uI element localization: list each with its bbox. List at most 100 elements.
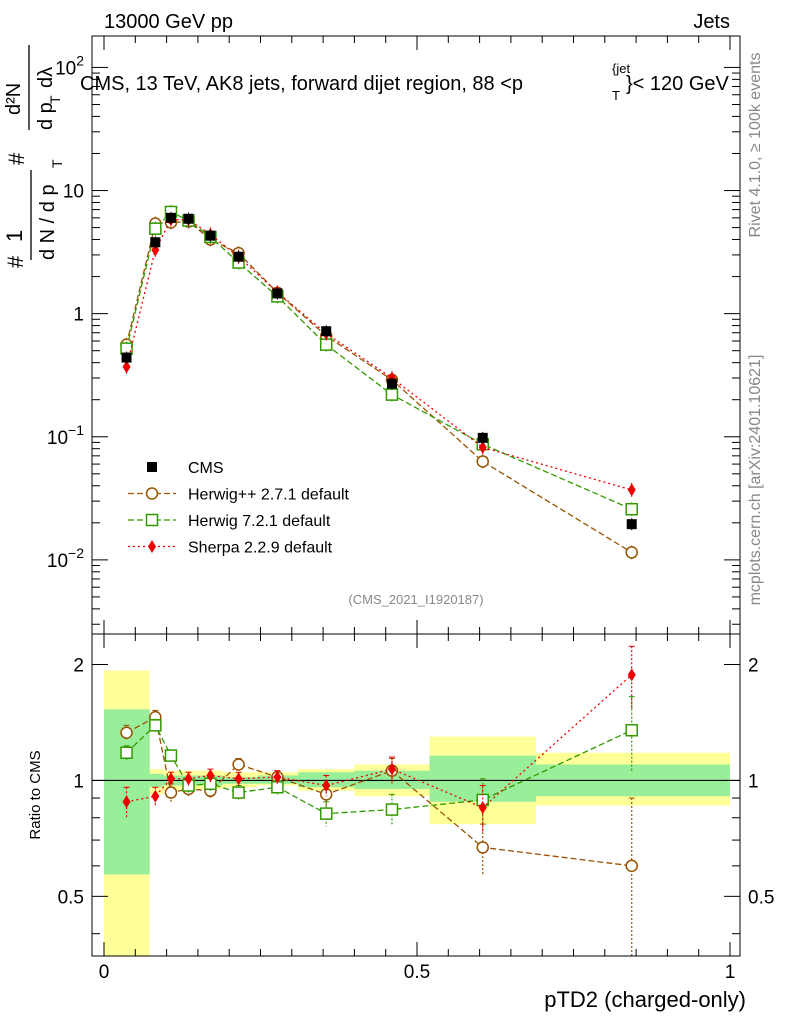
series-sherpa-2-2-9-default [122, 212, 636, 497]
data-point [477, 432, 488, 443]
ratio-point [149, 719, 162, 732]
ratio-axes: 0 0.5 1 0.5 0.5 1 1 2 2 [58, 634, 774, 983]
ratio-y-tick-label: 0.5 [58, 887, 84, 908]
ratio-point [232, 786, 245, 799]
ratio-panel: 0 0.5 1 0.5 0.5 1 1 2 2 Ratio to CMS [27, 633, 774, 983]
legend-marker [148, 540, 156, 553]
mcplots-label: mcplots.cern.ch [arXiv:2401.10621] [747, 355, 764, 606]
ratio-point [625, 723, 638, 737]
ratio-point [273, 770, 282, 784]
ratio-point [151, 789, 160, 803]
x-tick-label: 0 [99, 962, 110, 983]
series-herwig-2-7-1-default [120, 214, 638, 560]
ratio-y-tick-label-right: 2 [748, 655, 759, 676]
data-point [321, 326, 332, 337]
legend-marker [145, 487, 159, 500]
data-point [385, 388, 399, 401]
ratio-point [322, 779, 331, 793]
ratio-point [234, 772, 243, 786]
ratio-point [319, 807, 333, 820]
legend-marker [145, 513, 159, 527]
ratio-point [232, 758, 245, 771]
data-point [625, 502, 638, 516]
data-point [183, 213, 194, 224]
data-point [122, 360, 131, 374]
ratio-point [476, 841, 489, 854]
analysis-watermark: (CMS_2021_I1920187) [348, 592, 483, 607]
ratio-y-tick-label-right: 0.5 [748, 887, 774, 908]
ratio-point [385, 803, 399, 816]
data-point [272, 288, 283, 299]
ratio-point [164, 749, 178, 762]
legend-label: Herwig++ 2.7.1 default [188, 487, 350, 504]
main-axes: 10−2 10−1 1 10 102 [47, 36, 740, 634]
y-label-dn-denom: d N / d p [37, 184, 59, 260]
ratio-y-tick-label: 2 [73, 655, 84, 676]
ratio-frame [91, 633, 741, 957]
series-line [125, 219, 632, 491]
ratio-series-sherpa-2-2-9-default [122, 645, 636, 834]
ratio-line [126, 716, 632, 867]
main-plot-area [120, 204, 638, 560]
legend-marker [147, 462, 157, 472]
data-point [478, 440, 487, 454]
data-point [627, 483, 636, 497]
ratio-point [184, 772, 193, 786]
ratio-plot-area [92, 645, 740, 956]
ratio-y-tick-label: 1 [73, 771, 84, 792]
y-label-hash: # [3, 255, 28, 268]
uncertainty-bands [104, 670, 730, 956]
plot-title-sup: {jet [612, 61, 630, 76]
legend-label: CMS [188, 460, 224, 477]
data-point [121, 352, 132, 363]
plot-title-sub: T [612, 88, 620, 103]
ratio-point [206, 768, 215, 782]
ratio-point [625, 859, 638, 873]
data-point [205, 230, 216, 241]
ratio-series-herwig-2-7-1-default [120, 709, 638, 956]
y-label-one: 1 [2, 230, 27, 242]
y-label-t-sub: T [49, 159, 65, 168]
ratio-point [122, 795, 131, 809]
plot-title-a: CMS, 13 TeV, AK8 jets, forward dijet reg… [80, 73, 523, 95]
main-y-label: # 1 d N / d p T # d²N d p T dλ [2, 45, 65, 268]
x-axis-label: pTD2 (charged-only) [544, 987, 746, 1012]
plot-title: CMS, 13 TeV, AK8 jets, forward dijet reg… [80, 61, 730, 103]
y-label-num: d²N [3, 83, 25, 115]
data-point [150, 237, 161, 248]
ratio-y-label: Ratio to CMS [27, 750, 44, 839]
data-point [626, 519, 637, 530]
data-point [149, 222, 162, 235]
data-point [386, 378, 397, 389]
ratio-point [120, 746, 133, 759]
y-label-den: d p [35, 102, 57, 130]
x-tick-label: 1 [725, 962, 736, 983]
y-label-lambda: dλ [35, 67, 57, 88]
legend-entry: CMS [147, 460, 224, 477]
y-tick-label: 10−2 [47, 545, 84, 572]
data-point [165, 212, 176, 223]
y-tick-label: 102 [55, 52, 84, 79]
ratio-point [164, 786, 178, 799]
x-tick-label: 0.5 [404, 962, 430, 983]
legend: CMS Herwig++ 2.7.1 default Herwig 7.2.1 de… [128, 460, 350, 557]
rivet-label: Rivet 4.1.0, ≥ 100k events [747, 53, 764, 238]
ratio-y-tick-label-right: 1 [748, 771, 759, 792]
header-left: 13000 GeV pp [104, 11, 233, 33]
header-right: Jets [693, 11, 730, 33]
y-label-hash-2: # [4, 152, 29, 165]
main-panel: 10−2 10−1 1 10 102 CMS, 13 TeV, AK8 jets, fo… [47, 35, 741, 635]
ratio-point [387, 762, 396, 776]
data-point [476, 455, 489, 468]
y-tick-label: 10−1 [47, 422, 84, 449]
ratio-point [120, 726, 133, 739]
y-tick-label: 10 [63, 182, 84, 203]
plot-title-b: }< 120 GeV [626, 73, 730, 95]
legend-label: Sherpa 2.2.9 default [188, 540, 333, 557]
ratio-point [627, 668, 636, 682]
data-point [625, 546, 638, 559]
data-point [233, 251, 244, 262]
y-label-t-sub-2: T [47, 95, 63, 104]
legend-entry: Sherpa 2.2.9 default [128, 540, 333, 557]
